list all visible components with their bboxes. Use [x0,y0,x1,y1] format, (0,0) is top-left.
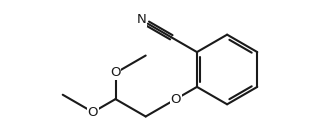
Text: O: O [110,67,121,79]
Text: O: O [88,106,98,119]
Text: N: N [136,13,146,26]
Text: O: O [171,93,181,106]
